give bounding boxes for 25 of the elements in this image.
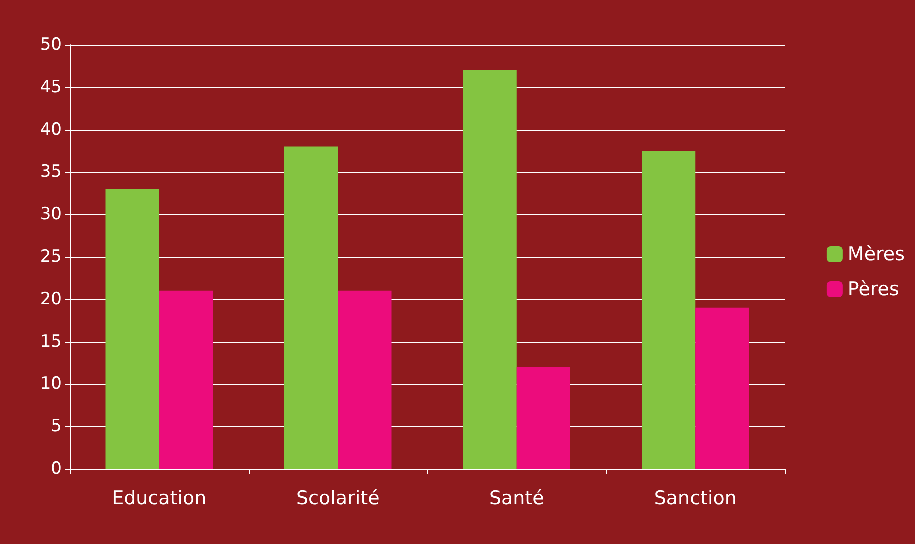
- y-tick-label: 35: [40, 162, 62, 182]
- bar: [159, 290, 213, 469]
- y-tick-label: 50: [40, 35, 62, 55]
- y-tick-label: 15: [40, 332, 62, 352]
- bar: [463, 70, 517, 469]
- bar: [338, 290, 392, 469]
- bar: [516, 367, 570, 469]
- x-tick-label: Santé: [489, 488, 544, 510]
- y-tick-label: 25: [40, 247, 62, 267]
- legend-label: Pères: [848, 278, 900, 300]
- bar: [284, 146, 338, 469]
- x-tick-label: Scolarité: [296, 488, 380, 510]
- y-tick-label: 5: [51, 416, 62, 437]
- y-tick-label: 30: [40, 204, 62, 225]
- x-tick-label: Education: [112, 488, 207, 510]
- y-tick-label: 20: [40, 289, 62, 310]
- y-tick-label: 10: [40, 374, 62, 394]
- bar: [106, 189, 160, 469]
- legend-label: Mères: [848, 244, 906, 266]
- y-tick-label: 0: [51, 459, 62, 479]
- x-tick-label: Sanction: [654, 488, 737, 510]
- bar: [642, 151, 696, 469]
- y-tick-label: 45: [40, 77, 62, 98]
- bar: [696, 308, 750, 469]
- y-tick-label: 40: [40, 120, 62, 140]
